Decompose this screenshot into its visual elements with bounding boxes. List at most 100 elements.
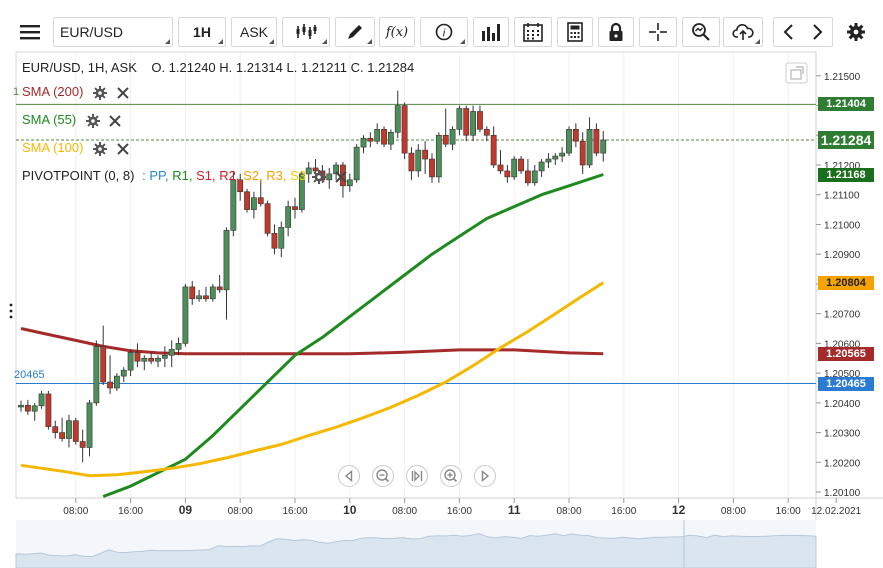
- crosshair-button[interactable]: [639, 17, 677, 47]
- legend-sma-100[interactable]: SMA (100): [22, 140, 129, 156]
- prev-icon[interactable]: [781, 23, 797, 41]
- close-icon[interactable]: [116, 142, 129, 155]
- gear-icon[interactable]: [93, 141, 108, 156]
- scroll-right-button[interactable]: [474, 465, 496, 487]
- candle: [134, 343, 141, 368]
- candle-body: [209, 286, 216, 300]
- pivot-sep: :: [142, 168, 146, 183]
- lock-button[interactable]: [598, 17, 634, 47]
- lock-icon: [609, 22, 623, 41]
- x-tick-label: 16:00: [611, 506, 636, 517]
- candle: [127, 349, 134, 377]
- candle: [401, 102, 408, 160]
- left-resize-handle[interactable]: [9, 303, 13, 319]
- volume-bars-icon: [482, 24, 500, 41]
- price-box: 1.20465: [818, 376, 874, 391]
- x-tick-label: 09: [179, 503, 193, 517]
- y-tick-label: 1.20700: [824, 310, 861, 321]
- candle-body: [531, 170, 538, 184]
- price-box: 1.20804: [818, 275, 874, 290]
- sma-line: [20, 327, 604, 356]
- candle: [141, 355, 148, 371]
- left-price-label-top: 1: [13, 86, 20, 98]
- gear-icon[interactable]: [311, 169, 326, 184]
- candle: [45, 390, 52, 430]
- candle-body: [251, 197, 257, 210]
- candle: [148, 352, 155, 365]
- zoom-button[interactable]: [682, 17, 720, 47]
- close-icon[interactable]: [335, 170, 347, 183]
- calendar-button[interactable]: [514, 17, 552, 47]
- y-tick-label: 1.21500: [824, 72, 861, 83]
- overview-navigator[interactable]: [15, 520, 817, 568]
- candle: [285, 200, 292, 237]
- ohlc-low: L. 1.21211: [286, 60, 347, 75]
- reset-zoom-icon: [411, 470, 423, 482]
- close-icon[interactable]: [116, 86, 129, 99]
- calendar-icon: [523, 23, 543, 42]
- x-tick-label: 08:00: [228, 506, 253, 517]
- candle-body: [346, 179, 353, 187]
- y-tick-label: 1.20900: [824, 250, 861, 261]
- cloud-upload-icon: [732, 24, 754, 40]
- y-tick-label: 1.20600: [824, 339, 861, 350]
- candle-body: [408, 152, 415, 172]
- legend-pivotpoint[interactable]: PIVOTPOINT (0, 8) : PP, R1, S1, R2, S2, …: [22, 168, 347, 184]
- x-tick-label: 16:00: [776, 506, 801, 517]
- gear-icon[interactable]: [93, 85, 108, 100]
- candle: [524, 159, 531, 186]
- legend-sma-55[interactable]: SMA (55): [22, 112, 122, 128]
- calculator-button[interactable]: [557, 17, 593, 47]
- candle-body: [223, 230, 230, 291]
- scroll-left-button[interactable]: [338, 465, 360, 487]
- timeframe-selector[interactable]: 1H: [178, 17, 226, 47]
- candle-body: [586, 129, 593, 166]
- zoom-out-button[interactable]: [372, 465, 394, 487]
- y-tick-label: 1.21000: [824, 220, 861, 231]
- candle-body: [134, 352, 141, 362]
- price-box: 1.21168: [818, 167, 874, 182]
- symbol-selector[interactable]: EUR/USD: [53, 17, 173, 47]
- candle: [298, 170, 305, 213]
- zoom-in-button[interactable]: [440, 465, 462, 487]
- candle: [566, 126, 572, 157]
- legend-sma-200[interactable]: SMA (200): [22, 84, 129, 100]
- close-icon[interactable]: [109, 114, 122, 127]
- candle-body: [237, 179, 244, 193]
- cloud-upload-button[interactable]: [723, 17, 763, 47]
- draw-button[interactable]: [335, 17, 375, 47]
- price-side-selector[interactable]: ASK: [231, 17, 277, 47]
- candle: [435, 132, 442, 183]
- settings-button[interactable]: [840, 17, 872, 47]
- candle: [93, 340, 100, 406]
- candle: [196, 289, 202, 302]
- candle-body: [175, 343, 182, 350]
- candle-body: [442, 134, 449, 145]
- candle-body: [394, 105, 401, 133]
- candle-body: [566, 129, 572, 154]
- volume-button[interactable]: [473, 17, 509, 47]
- next-icon[interactable]: [809, 23, 825, 41]
- price-box: 1.20565: [818, 346, 874, 361]
- candle-body: [168, 349, 175, 356]
- gear-icon[interactable]: [85, 113, 100, 128]
- chart-screenshot-icon[interactable]: [785, 62, 808, 84]
- candle: [203, 286, 209, 302]
- indicator-fx-button[interactable]: f(x): [379, 17, 415, 47]
- y-tick-label: 1.20300: [824, 429, 861, 440]
- candle-body: [593, 129, 600, 154]
- candle-body: [367, 137, 374, 142]
- info-button[interactable]: i: [420, 17, 468, 47]
- candle: [387, 129, 394, 151]
- hamburger-icon[interactable]: [12, 17, 48, 47]
- candle-body: [72, 420, 79, 442]
- x-tick-label: 08:00: [556, 506, 581, 517]
- x-tick-label: 16:00: [282, 506, 307, 517]
- reset-zoom-button[interactable]: [406, 465, 428, 487]
- crosshair-icon: [649, 23, 667, 41]
- candle: [292, 197, 298, 219]
- candle: [456, 105, 463, 136]
- candle: [477, 105, 483, 133]
- bar-type-button[interactable]: [282, 17, 330, 47]
